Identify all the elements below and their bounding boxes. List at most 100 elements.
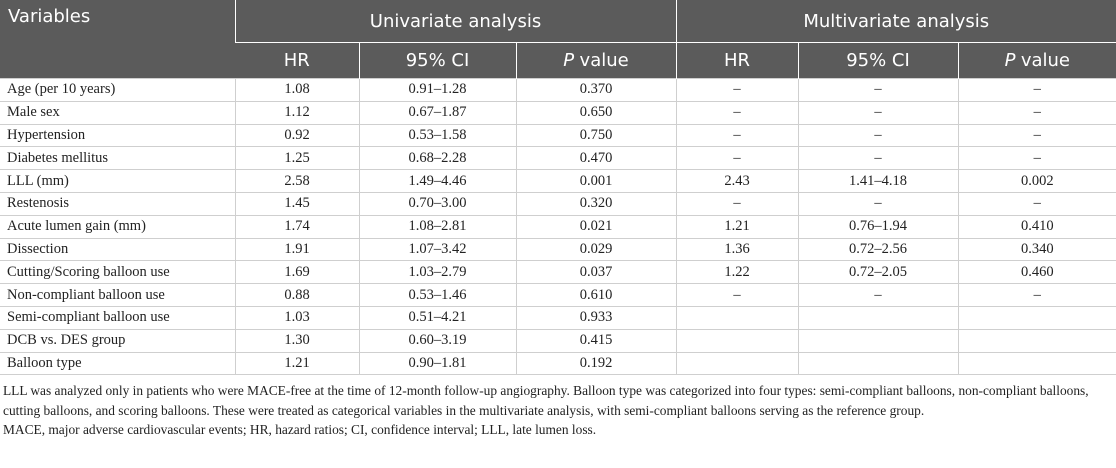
cell: 1.49–4.46 bbox=[358, 169, 517, 193]
cell: – bbox=[957, 283, 1116, 307]
header-cell: Univariate analysis bbox=[234, 0, 677, 43]
cell: – bbox=[675, 100, 799, 125]
cell: 0.029 bbox=[515, 237, 677, 262]
row-label: Age (per 10 years) bbox=[0, 78, 236, 102]
cell: 0.90–1.81 bbox=[358, 351, 517, 376]
cell: 0.037 bbox=[515, 260, 677, 285]
cell: 1.30 bbox=[234, 328, 360, 353]
cell: 0.92 bbox=[234, 123, 360, 148]
table-row: Balloon type 1.21 0.90–1.81 0.192 bbox=[0, 351, 1116, 376]
row-label: Non-compliant balloon use bbox=[0, 283, 236, 307]
row-label: Cutting/Scoring balloon use bbox=[0, 260, 236, 285]
empty-cell bbox=[797, 328, 959, 353]
table-body: Age (per 10 years) 1.08 0.91–1.28 0.370– – – M… bbox=[0, 78, 1116, 376]
table-row: DCB vs. DES group 1.30 0.60–3.19 0.415 bbox=[0, 328, 1116, 353]
header-row: Variables Univariate analysis Multivaria… bbox=[0, 0, 1116, 79]
cell: 0.68–2.28 bbox=[358, 146, 517, 171]
header-cell: HR bbox=[235, 42, 359, 79]
cell: 1.12 bbox=[234, 100, 360, 125]
cell: 0.51–4.21 bbox=[358, 305, 517, 330]
cell: – bbox=[957, 123, 1116, 148]
table-row: Acute lumen gain (mm) 1.74 1.08–2.81 0.021 1… bbox=[0, 214, 1116, 239]
cell: – bbox=[797, 100, 959, 125]
cell: 1.21 bbox=[234, 351, 360, 376]
table-row: Semi-compliant balloon use 1.03 0.51–4.21 0… bbox=[0, 305, 1116, 330]
footnotes: LLL was analyzed only in patients who we… bbox=[0, 375, 1116, 440]
table-row: Dissection 1.91 1.07–3.42 0.029 1.36 0.72–2.5… bbox=[0, 237, 1116, 262]
row-label: Dissection bbox=[0, 237, 236, 262]
cell: 0.370 bbox=[515, 78, 677, 102]
italic-label: P bbox=[563, 50, 575, 71]
cell: 0.340 bbox=[957, 237, 1116, 262]
cell: 1.36 bbox=[675, 237, 799, 262]
label: value bbox=[579, 50, 629, 71]
empty-cell bbox=[675, 328, 799, 353]
cell: 0.001 bbox=[515, 169, 677, 193]
header-cell: Variables bbox=[0, 0, 235, 79]
cell: – bbox=[957, 146, 1116, 171]
cell: – bbox=[675, 191, 799, 216]
cell: – bbox=[797, 283, 959, 307]
table-row: Non-compliant balloon use 0.88 0.53–1.46 0.… bbox=[0, 283, 1116, 307]
cell: 0.650 bbox=[515, 100, 677, 125]
cell: – bbox=[797, 146, 959, 171]
cell: 0.320 bbox=[515, 191, 677, 216]
empty-cell bbox=[675, 351, 799, 376]
row-label: Semi-compliant balloon use bbox=[0, 305, 236, 330]
cell: – bbox=[957, 100, 1116, 125]
cell: 1.03–2.79 bbox=[358, 260, 517, 285]
cell: 0.88 bbox=[234, 283, 360, 307]
cell: 1.22 bbox=[675, 260, 799, 285]
table-row: Male sex 1.12 0.67–1.87 0.650– – – bbox=[0, 100, 1116, 125]
cell: 0.70–3.00 bbox=[358, 191, 517, 216]
cell: 0.021 bbox=[515, 214, 677, 239]
row-label: Male sex bbox=[0, 100, 236, 125]
cell: 0.72–2.05 bbox=[797, 260, 959, 285]
cell: 1.74 bbox=[234, 214, 360, 239]
row-label: Acute lumen gain (mm) bbox=[0, 214, 236, 239]
cell: – bbox=[797, 123, 959, 148]
cell: 0.192 bbox=[515, 351, 677, 376]
cell: 0.67–1.87 bbox=[358, 100, 517, 125]
header-cell: 95% CI bbox=[358, 42, 516, 79]
cell: 1.03 bbox=[234, 305, 360, 330]
cell: – bbox=[797, 191, 959, 216]
cell: 0.76–1.94 bbox=[797, 214, 959, 239]
cell: 0.72–2.56 bbox=[797, 237, 959, 262]
cell: – bbox=[797, 78, 959, 102]
cell: 2.43 bbox=[675, 169, 799, 193]
cell: 0.470 bbox=[515, 146, 677, 171]
table-row: Cutting/Scoring balloon use 1.69 1.03–2.79… bbox=[0, 260, 1116, 285]
cell: 2.58 bbox=[234, 169, 360, 193]
cell: – bbox=[675, 146, 799, 171]
cell: 0.91–1.28 bbox=[358, 78, 517, 102]
empty-cell bbox=[797, 351, 959, 376]
table-row: Age (per 10 years) 1.08 0.91–1.28 0.370– – – bbox=[0, 78, 1116, 102]
cell: 0.933 bbox=[515, 305, 677, 330]
cell: 1.69 bbox=[234, 260, 360, 285]
cell: – bbox=[675, 78, 799, 102]
cell: 0.610 bbox=[515, 283, 677, 307]
cell: – bbox=[957, 78, 1116, 102]
empty-cell bbox=[797, 305, 959, 330]
italic-label: P bbox=[1004, 50, 1016, 71]
table-row: Hypertension 0.92 0.53–1.58 0.750– – – bbox=[0, 123, 1116, 148]
header-cell: Multivariate analysis bbox=[675, 0, 1116, 43]
cell: 0.750 bbox=[515, 123, 677, 148]
footnote: MACE, major adverse cardiovascular event… bbox=[3, 422, 597, 438]
row-label: LLL (mm) bbox=[0, 169, 236, 193]
cell: 1.08 bbox=[234, 78, 360, 102]
cell: 1.41–4.18 bbox=[797, 169, 959, 193]
cell: 1.08–2.81 bbox=[358, 214, 517, 239]
cell: 0.410 bbox=[957, 214, 1116, 239]
table-row: Diabetes mellitus 1.25 0.68–2.28 0.470– – – bbox=[0, 146, 1116, 171]
row-label: Restenosis bbox=[0, 191, 236, 216]
label: value bbox=[1020, 50, 1070, 71]
empty-cell bbox=[957, 351, 1116, 376]
cell: 0.415 bbox=[515, 328, 677, 353]
empty-cell bbox=[957, 328, 1116, 353]
